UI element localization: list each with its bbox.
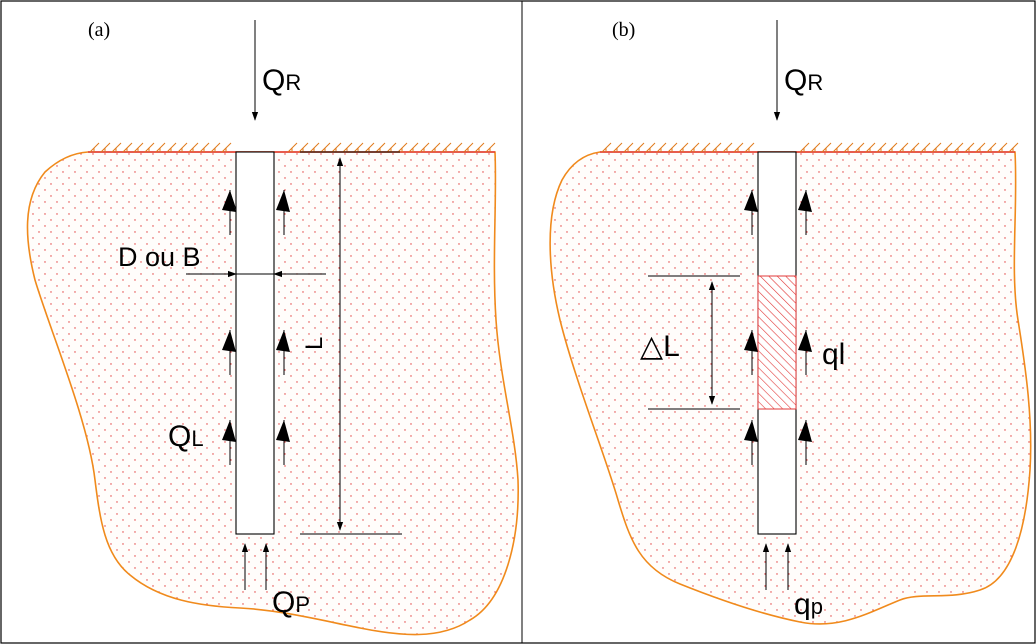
width-label-a: D ou B <box>118 242 201 272</box>
tip-label-b: qp <box>794 588 823 621</box>
segment-length-label-b: △L <box>640 330 680 363</box>
tip-resistance-label-a: QP <box>272 586 310 619</box>
panel-a-label: (a) <box>88 19 110 41</box>
load-label-b: QR <box>784 64 823 97</box>
panel-a: (a) QR <box>26 19 519 636</box>
panel-b: (b) QR <box>549 19 1032 625</box>
shaft-friction-arrows-b <box>744 190 812 465</box>
load-label-a: QR <box>262 64 301 97</box>
tip-arrows-a <box>241 543 270 590</box>
tip-arrows-b <box>762 543 792 590</box>
ground-surface-b <box>600 142 1019 153</box>
pile-a <box>235 151 275 535</box>
shaft-resistance-label-a: QL <box>168 420 204 453</box>
shaft-friction-arrows-a <box>222 190 290 465</box>
unit-shaft-label-b: ql <box>822 338 845 371</box>
panel-b-label: (b) <box>612 19 635 41</box>
length-label-a: L <box>301 337 328 350</box>
ground-surface-a <box>88 142 496 153</box>
pile-segment-b <box>757 275 797 410</box>
